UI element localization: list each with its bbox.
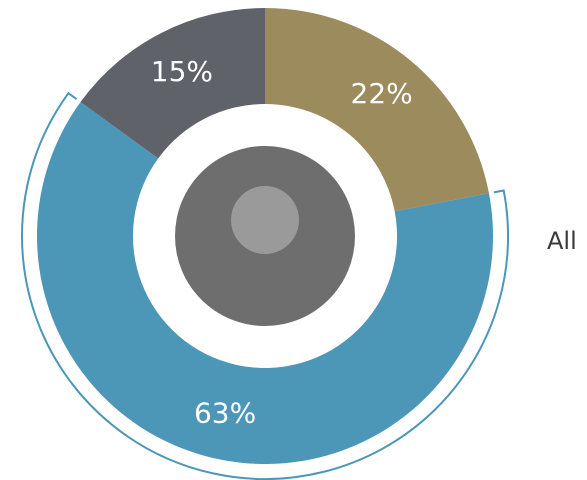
bracket xyxy=(21,91,509,480)
value-label: 63% xyxy=(194,397,256,430)
portrait-face xyxy=(231,186,299,254)
donut-segment xyxy=(265,8,489,212)
value-label: 15% xyxy=(151,55,213,88)
donut xyxy=(37,8,494,465)
annotation: All xyxy=(547,227,577,255)
donut-segment xyxy=(37,101,494,465)
value-label: 22% xyxy=(351,77,413,110)
donut-segment xyxy=(80,8,265,159)
